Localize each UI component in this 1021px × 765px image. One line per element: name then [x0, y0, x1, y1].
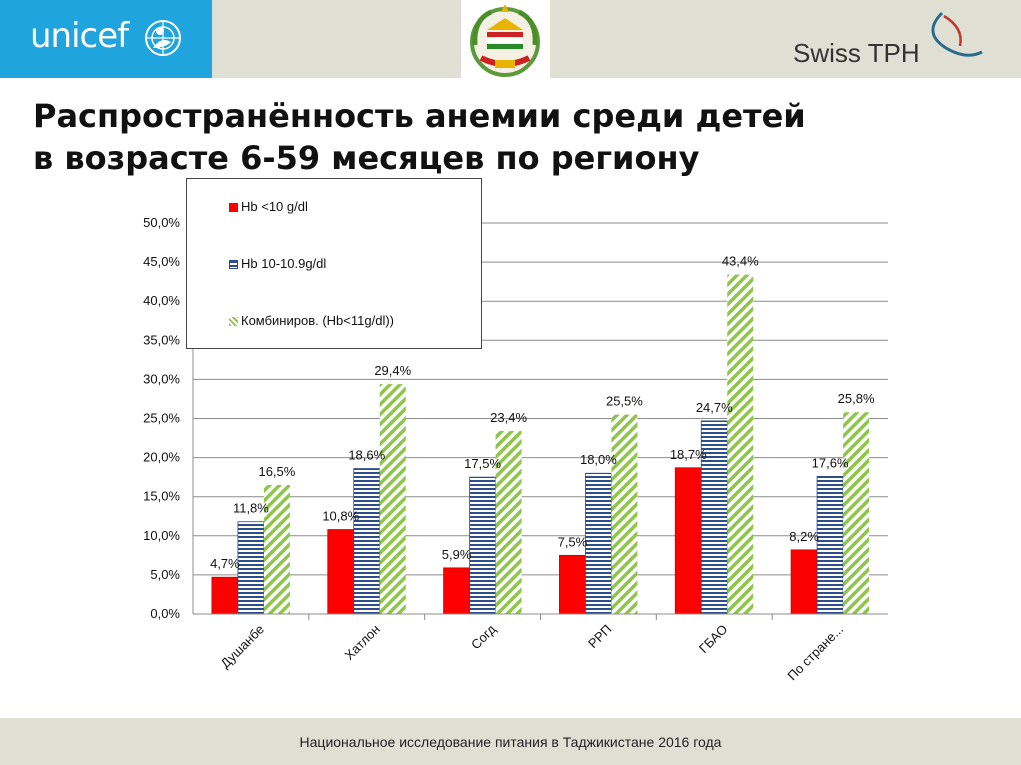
legend-item-hb-below-10: Hb <10 g/dl — [229, 199, 308, 214]
bar-hb-below-10 — [674, 467, 702, 615]
bar-hb-10-10.9 — [585, 472, 612, 615]
bar-value-label: 18,7% — [670, 447, 707, 462]
y-tick-label: 20,0% — [143, 450, 180, 465]
bar-combined — [727, 274, 754, 614]
bar-combined — [611, 414, 638, 614]
bar-hb-10-10.9 — [816, 475, 844, 615]
swiss-tph-logo-text: Swiss TPH — [793, 38, 920, 68]
y-tick-label: 15,0% — [143, 489, 180, 504]
bar-hb-below-10 — [211, 576, 239, 615]
chart-legend: Hb <10 g/dl Hb 10-10.9g/dl Комбиниров. (… — [186, 178, 482, 349]
y-tick-label: 0,0% — [150, 606, 180, 621]
bar-value-label: 23,4% — [490, 410, 527, 425]
bar-value-label: 17,5% — [464, 456, 501, 471]
x-category-label: По стране... — [784, 622, 846, 684]
unicef-logo-text: unicef — [30, 16, 129, 56]
unicef-logo: unicef — [0, 0, 212, 78]
legend-swatch-blue — [229, 260, 238, 269]
state-emblem-icon — [470, 4, 540, 77]
bar-value-label: 11,8% — [233, 501, 269, 516]
unicef-emblem-icon — [145, 20, 181, 56]
bar-combined — [379, 384, 406, 614]
bar-combined — [495, 431, 522, 614]
legend-label: Комбиниров. (Hb<11g/dl)) — [241, 313, 394, 328]
y-tick-label: 10,0% — [143, 528, 180, 543]
bar-hb-10-10.9 — [469, 476, 496, 615]
footer-text: Национальное исследование питания в Тадж… — [299, 734, 722, 750]
y-tick-label: 50,0% — [143, 215, 180, 230]
bar-hb-10-10.9 — [237, 521, 265, 615]
legend-label: Hb 10-10.9g/dl — [241, 256, 327, 271]
bar-value-label: 24,7% — [696, 400, 733, 415]
bar-value-label: 5,9% — [442, 547, 472, 562]
bar-chart: 0,0% 5,0% 10,0% 15,0% 20,0% 25,0% 30,0% 35,0% 40… — [143, 215, 888, 684]
bar-value-label: 29,4% — [374, 363, 411, 378]
bar-hb-10-10.9 — [700, 420, 728, 615]
y-tick-label: 5,0% — [150, 567, 180, 582]
x-category-label: РРП — [585, 622, 614, 651]
x-category-label: ГБАО — [696, 622, 731, 657]
y-tick-label: 30,0% — [143, 371, 180, 386]
bar-value-label: 7,5% — [558, 534, 588, 549]
slide-title: Распространённость анемии среди детей в … — [33, 95, 933, 179]
legend-item-combined: Комбиниров. (Hb<11g/dl)) — [229, 313, 394, 328]
bar-hb-below-10 — [790, 549, 818, 615]
x-category-label: Душанбе — [218, 622, 267, 671]
bar-value-label: 10,8% — [322, 509, 359, 524]
bar-value-label: 8,2% — [789, 529, 819, 544]
y-tick-label: 45,0% — [143, 254, 180, 269]
bar-value-label: 25,8% — [838, 391, 875, 406]
slide-title-line1: Распространённость анемии среди детей — [33, 97, 806, 135]
legend-label: Hb <10 g/dl — [241, 199, 308, 214]
bar-hb-below-10 — [327, 529, 355, 615]
bar-value-label: 18,6% — [348, 448, 385, 463]
bar-value-label: 4,7% — [210, 556, 240, 571]
legend-item-hb-10-10.9: Hb 10-10.9g/dl — [229, 256, 326, 271]
bar-combined — [263, 484, 290, 614]
x-category-label: Согд — [468, 621, 499, 652]
tajikistan-emblem — [461, 0, 550, 80]
bar-value-label: 17,6% — [812, 455, 849, 470]
bar-hb-10-10.9 — [353, 468, 381, 615]
slide-title-line2: в возрасте 6-59 месяцев по региону — [33, 139, 700, 177]
bar-value-label: 25,5% — [606, 394, 643, 409]
bar-value-label: 16,5% — [258, 464, 295, 479]
bar-hb-below-10 — [443, 567, 470, 615]
legend-swatch-red — [229, 203, 238, 212]
footer-band: Национальное исследование питания в Тадж… — [0, 718, 1021, 765]
y-tick-label: 40,0% — [143, 293, 180, 308]
legend-swatch-green — [229, 317, 238, 326]
bar-value-label: 18,0% — [580, 452, 617, 467]
bar-value-label: 43,4% — [722, 254, 759, 269]
y-tick-label: 25,0% — [143, 411, 180, 426]
bar-hb-below-10 — [559, 554, 586, 615]
swiss-tph-swoosh-icon — [931, 11, 983, 57]
x-category-label: Хатлон — [342, 622, 383, 663]
bar-combined — [843, 412, 870, 614]
y-tick-label: 35,0% — [143, 332, 180, 347]
